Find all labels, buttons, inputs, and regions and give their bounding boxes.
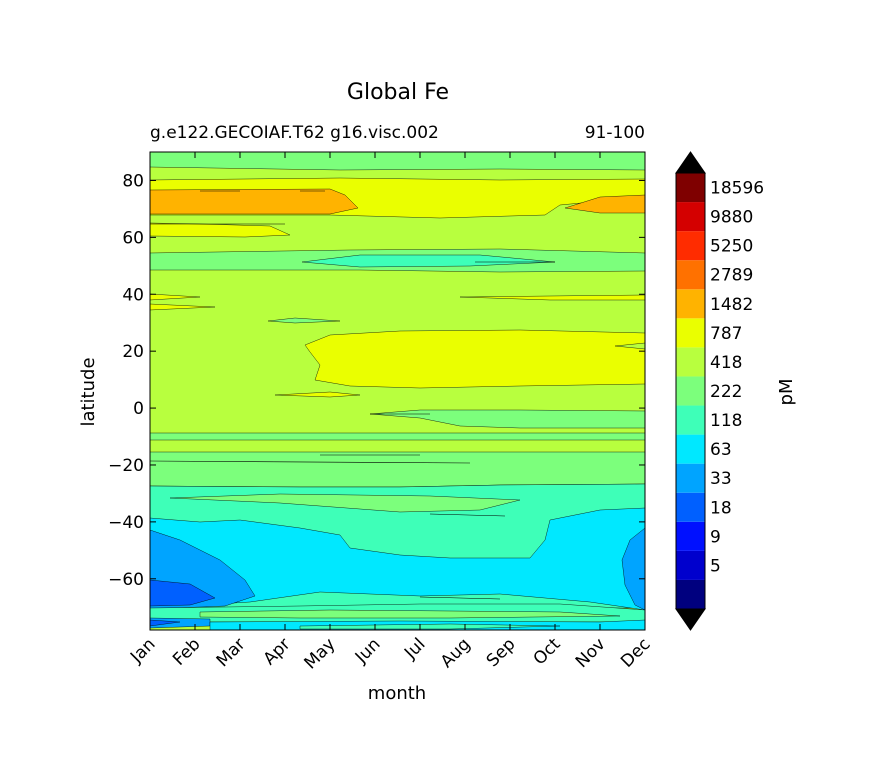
colorbar-tick-label: 118 (710, 411, 742, 431)
colorbar-segment (676, 376, 705, 406)
contour-band-18-73s (150, 619, 181, 627)
plot-frame (149, 151, 646, 631)
colorbar-segment (676, 434, 705, 464)
x-tick-label: Jun (351, 634, 385, 668)
contour-band-63-south (150, 507, 645, 611)
y-tick-label: −20 (108, 456, 144, 476)
colorbar-extend-low (675, 608, 706, 631)
contour-line-1 (150, 190, 555, 600)
contour-band-222-40s (169, 493, 521, 513)
y-tick-label: −60 (108, 570, 144, 590)
colorbar-tick-label: 33 (710, 469, 732, 489)
y-tick-label: 20 (122, 342, 144, 362)
chart-subtitle-right: 91-100 (585, 123, 645, 143)
y-axis: 80 60 40 20 0 −20 −40 −60 (108, 171, 645, 590)
colorbar-segment (676, 463, 705, 493)
colorbar-tick-label: 418 (710, 353, 742, 373)
y-tick-label: 80 (122, 171, 144, 191)
contour-band-222-north (150, 152, 645, 171)
x-tick-label: May (301, 634, 340, 673)
colorbar-tick-label: 18 (710, 498, 732, 518)
x-tick-label: Sep (483, 634, 520, 671)
contour-band-222-70s (199, 609, 621, 619)
x-tick-label: Jul (400, 634, 429, 663)
contour-band-118-77s (299, 623, 561, 630)
contour-band-18-south (150, 579, 216, 607)
y-tick-label: 0 (133, 399, 144, 419)
colorbar-segment (676, 347, 705, 377)
contour-band-1482-ne (564, 194, 645, 214)
colorbar-frame (675, 172, 706, 610)
x-tick-label: Mar (213, 634, 250, 671)
colorbar-tick-label: 1482 (710, 295, 753, 315)
x-tick-label: Dec (617, 634, 654, 671)
colorbar-tick-label: 5250 (710, 237, 753, 257)
contour-band-222-20s (150, 451, 645, 488)
contour-band-222-eq (369, 409, 645, 429)
colorbar-extend-high (675, 151, 706, 174)
contour-band-222-30n (267, 317, 341, 324)
colorbar-segment (676, 492, 705, 522)
colorbar-segment (676, 202, 705, 232)
chart-title: Global Fe (347, 80, 449, 105)
colorbar-tick-label: 63 (710, 440, 732, 460)
colorbar: 5 9 18 33 63 118 222 418 787 1482 2789 5250 9880 1859… (675, 151, 764, 631)
x-tick-label: Apr (260, 634, 295, 669)
y-axis-label: latitude (78, 357, 99, 426)
contour-band-787-35n (150, 303, 216, 311)
y-tick-label: 60 (122, 228, 144, 248)
contour-band-1482-north (150, 188, 359, 215)
x-tick-label: Nov (572, 634, 610, 672)
x-axis-label: month (368, 683, 426, 704)
x-tick-label: Aug (437, 634, 475, 672)
contour-band-787-5n (274, 391, 361, 398)
colorbar-tick-label: 2789 (710, 266, 753, 286)
y-tick-label: 40 (122, 285, 144, 305)
contour-band-787-eq (304, 329, 645, 389)
contour-field (150, 152, 645, 630)
contour-band-787-40n (150, 293, 201, 301)
x-tick-label: Jan (126, 634, 159, 667)
colorbar-tick-label: 9 (710, 527, 721, 547)
colorbar-tick-label: 222 (710, 382, 742, 402)
colorbar-label: pM (776, 379, 797, 406)
colorbar-tick-label: 9880 (710, 208, 753, 228)
chart-subtitle-left: g.e122.GECOIAF.T62 g16.visc.002 (150, 123, 439, 143)
x-tick-label: Oct (530, 634, 565, 669)
colorbar-segment (676, 579, 705, 609)
colorbar-segment (676, 260, 705, 290)
colorbar-segment (676, 173, 705, 203)
colorbar-segment (676, 521, 705, 551)
x-tick-label: Feb (169, 634, 204, 669)
colorbar-tick-label: 787 (710, 324, 742, 344)
colorbar-tick-label: 5 (710, 556, 721, 576)
colorbar-segment (676, 550, 705, 580)
colorbar-segment (676, 405, 705, 435)
colorbar-segment (676, 231, 705, 261)
contour-band-222-south (150, 432, 645, 441)
colorbar-segment (676, 289, 705, 319)
contour-band-33-se (621, 527, 645, 611)
y-tick-label: −40 (108, 513, 144, 533)
contour-band-787-38n-east (459, 294, 645, 301)
colorbar-tick-label: 18596 (710, 179, 764, 199)
colorbar-segment (676, 318, 705, 348)
